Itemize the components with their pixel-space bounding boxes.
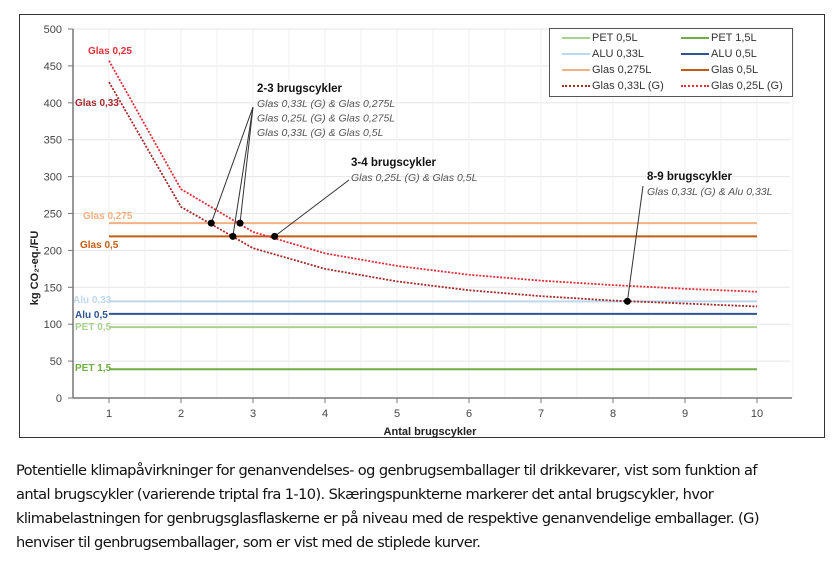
legend-label: Glas 0,25L (G) [711,80,783,92]
series-label: Glas 0,25 [88,46,132,57]
legend-item: PET 0,5L [562,32,638,44]
x-tick-label: 6 [466,408,472,420]
intersection-point [207,219,215,227]
line-chart: 0 50 100 150 200 250 300 350 400 450 500 1 2 3 4 5 6 7 8 9 1… [29,24,794,438]
legend-swatch [681,37,709,39]
legend-item: Glas 0,33L (G) [562,80,664,92]
x-tick-label: 4 [322,408,328,420]
series-line-glas-0-33 [108,81,758,308]
x-tick-label: 2 [178,408,184,420]
legend-label: ALU 0,33L [592,48,644,60]
annotation-text: Glas 0,33L (G) & Alu 0,33L [647,186,773,198]
intersection-point [271,232,279,240]
annotation-leader [210,106,254,224]
y-tick-label: 500 [44,24,62,36]
caption-line: klimabelastningen for genbrugsglasflaske… [16,510,760,527]
x-tick-label: 5 [394,408,400,420]
caption-line: henviser til genbrugsemballager, som er … [16,534,481,551]
legend-label: PET 0,5L [592,32,638,44]
series-label: Alu 0,33 [73,295,112,306]
legend-label: Glas 0,275L [592,64,652,76]
series-label: Glas 0,33 [75,98,119,109]
y-tick-label: 150 [44,282,62,294]
legend-swatch [562,53,590,55]
legend-swatch [681,53,709,55]
caption-line: antal brugscykler (varierende triptal fr… [16,486,714,503]
caption-line: Potentielle klimapåvirkninger for genanv… [16,462,758,479]
y-tick-label: 250 [44,209,62,221]
series-label: Glas 0,275 [83,211,133,222]
annotation-text: Glas 0,25L (G) & Glas 0,5L [351,172,478,184]
intersection-point [236,219,244,227]
y-tick-label: 450 [44,61,62,73]
legend-swatch [562,37,590,39]
y-tick-label: 200 [44,245,62,257]
series-label: PET 0,5 [75,322,112,333]
legend-label: Glas 0,33L (G) [592,80,664,92]
series-line-glas-0-25 [108,60,758,293]
legend-item: ALU 0,5L [681,48,757,60]
annotation-title: 8-9 brugscykler [647,171,733,183]
legend-swatch [562,85,590,87]
x-tick-label: 7 [538,408,544,420]
y-tick-label: 300 [44,172,62,184]
legend-item: ALU 0,33L [562,48,644,60]
series-label: PET 1,5 [75,363,112,374]
y-tick-label: 400 [44,98,62,110]
legend-swatch [681,85,709,87]
x-tick-label: 9 [682,408,688,420]
y-tick-label: 100 [44,319,62,331]
annotation-leader [232,106,254,237]
annotation-leader [626,185,644,302]
legend-item: PET 1,5L [681,32,757,44]
legend-swatch [562,69,590,71]
series-label: Glas 0,5 [80,240,119,251]
legend-item: Glas 0,275L [562,64,651,76]
intersection-point [623,297,631,305]
annotation-text: Glas 0,33L (G) & Glas 0,5L [257,127,384,139]
legend: PET 0,5L PET 1,5L ALU 0,33L ALU 0,5L Glas 0,… [549,28,793,97]
x-tick-label: 3 [250,408,256,420]
annotation-leader [239,106,254,224]
x-tick-label: 8 [610,408,616,420]
legend-label: PET 1,5L [711,32,757,44]
chart-frame [19,14,825,438]
annotation-text: Glas 0,25L (G) & Glas 0,275L [257,113,395,125]
y-tick-label: 50 [50,356,62,368]
x-tick-label: 1 [106,408,112,420]
legend-item: Glas 0,5L [681,64,758,76]
annotation-title: 2-3 brugscykler [257,83,343,95]
annotation-title: 3-4 brugscykler [351,157,437,169]
legend-swatch [681,69,709,71]
figure-caption: Potentielle klimapåvirkninger for genanv… [16,459,826,555]
annotation-leader [274,179,350,237]
series-label: Alu 0,5 [75,310,108,321]
legend-label: ALU 0,5L [711,48,757,60]
y-tick-label: 0 [56,393,62,405]
legend-item: Glas 0,25L (G) [681,80,783,92]
y-axis-label: kg CO₂-eq./FU [29,231,41,306]
y-tick-label: 350 [44,135,62,147]
annotation-text: Glas 0,33L (G) & Glas 0,275L [257,98,395,110]
x-tick-label: 10 [751,408,763,420]
x-axis-label: Antal brugscykler [384,426,478,438]
legend-label: Glas 0,5L [711,64,759,76]
intersection-point [229,232,237,240]
